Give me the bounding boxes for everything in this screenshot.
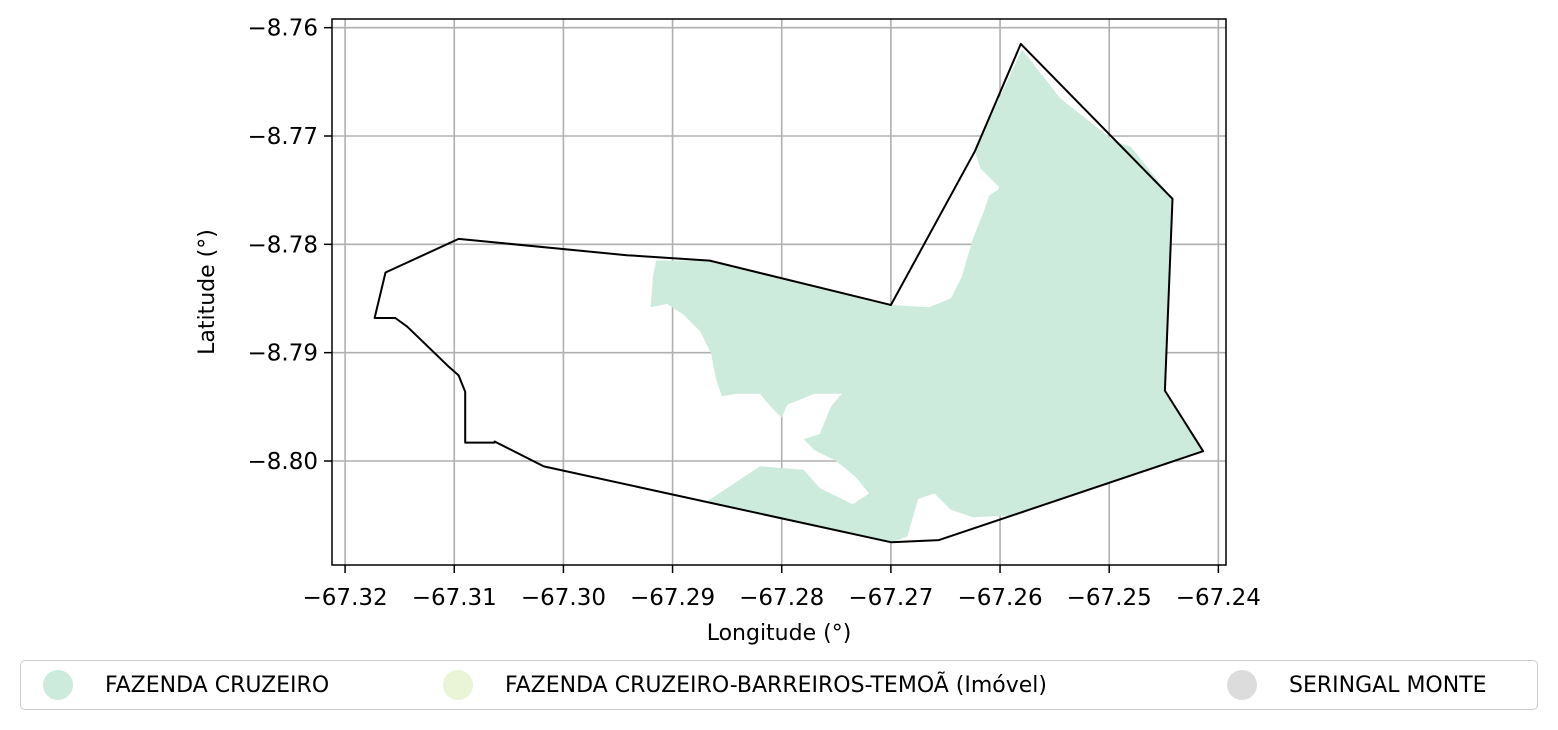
x-tick-label: −67.24 [1176,585,1261,611]
legend-item-fazenda-cruzeiro-barreiros-temoa: FAZENDA CRUZEIRO-BARREIROS-TEMOÃ (Imóvel… [443,661,1047,709]
y-tick-label: −8.78 [248,232,318,258]
legend-label: FAZENDA CRUZEIRO [105,672,330,698]
x-tick-label: −67.28 [739,585,824,611]
x-tick-label: −67.32 [303,585,388,611]
x-axis-ticks: −67.32 −67.31 −67.30 −67.29 −67.28 −67.27 −67.… [303,565,1261,611]
y-tick-label: −8.77 [248,124,318,150]
property-boundary-layer [373,42,1205,544]
legend: FAZENDA CRUZEIRO FAZENDA CRUZEIRO-BARREI… [20,660,1538,710]
y-tick-label: −8.79 [248,341,318,367]
legend-item-fazenda-cruzeiro: FAZENDA CRUZEIRO [43,661,329,709]
legend-swatch-icon [1227,670,1257,700]
legend-label: FAZENDA CRUZEIRO-BARREIROS-TEMOÃ (Imóvel… [505,672,1047,698]
x-tick-label: −67.27 [848,585,933,611]
y-tick-label: −8.80 [248,449,318,475]
x-axis-label: Longitude (°) [707,621,852,646]
x-tick-label: −67.25 [1067,585,1152,611]
x-tick-label: −67.30 [521,585,606,611]
legend-swatch-icon [43,670,73,700]
plot-area-frame [331,18,1227,566]
x-tick-label: −67.29 [630,585,715,611]
y-axis-label: Latitude (°) [195,229,220,355]
legend-label: SERINGAL MONTE [1289,672,1487,698]
x-tick-label: −67.26 [957,585,1042,611]
fazenda-cruzeiro-fill [650,49,1204,543]
property-fill-layer [650,49,1204,543]
legend-item-seringal-monte: SERINGAL MONTE [1227,661,1487,709]
legend-swatch-icon [443,670,473,700]
y-tick-label: −8.76 [248,16,318,42]
y-axis-ticks: −8.76 −8.77 −8.78 −8.79 −8.80 [248,16,332,475]
property-boundary-outline [373,42,1205,544]
x-tick-label: −67.31 [412,585,497,611]
